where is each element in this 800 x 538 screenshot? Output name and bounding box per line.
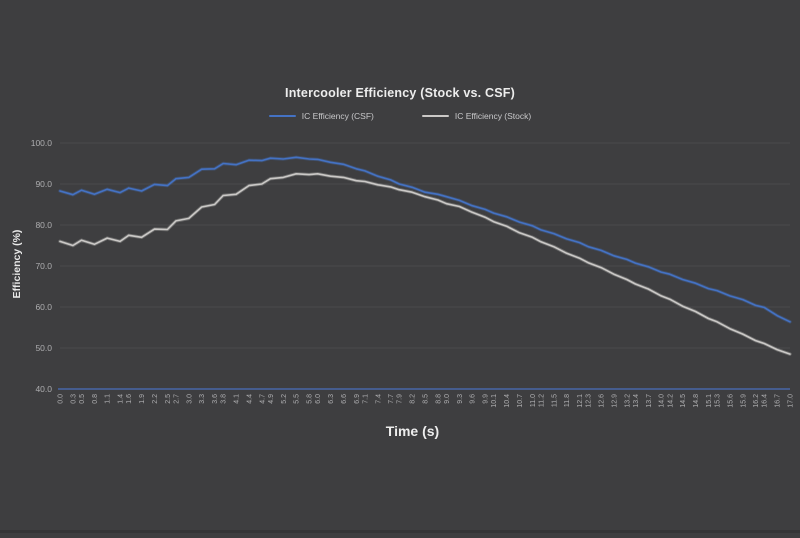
- x-tick-label: 8.2: [410, 394, 417, 404]
- chart-title: Intercooler Efficiency (Stock vs. CSF): [285, 86, 515, 100]
- x-tick-label: 6.0: [315, 394, 322, 404]
- y-tick-label: 80.0: [35, 220, 52, 230]
- x-tick-label: 14.2: [667, 394, 674, 408]
- x-tick-label: 16.2: [753, 394, 760, 408]
- x-tick-label: 1.1: [105, 394, 112, 404]
- y-tick-label: 50.0: [35, 343, 52, 353]
- x-tick-labels: 0.0 0.3 0.5 0.8 1.1 1.4 1.6 1.9 2.2 2.5 2.7 3.0 3.3 3…: [58, 394, 795, 408]
- x-tick-label: 11.8: [564, 394, 571, 407]
- x-tick-label: 5.2: [281, 394, 288, 404]
- y-tick-label: 70.0: [35, 261, 52, 271]
- image-bottom-edge: [0, 530, 800, 533]
- x-tick-label: 15.3: [715, 394, 722, 408]
- x-tick-label: 3.0: [186, 394, 193, 404]
- y-tick-label: 90.0: [35, 179, 52, 189]
- x-tick-label: 12.6: [599, 394, 606, 408]
- y-tick-label: 100.0: [31, 138, 53, 148]
- x-tick-label: 4.9: [268, 394, 275, 404]
- x-tick-label: 11.0: [530, 394, 537, 407]
- x-tick-label: 9.3: [457, 394, 464, 404]
- x-tick-label: 5.5: [294, 394, 301, 404]
- x-axis-title: Time (s): [385, 423, 440, 439]
- legend-item-stock: IC Efficiency (Stock): [421, 111, 532, 121]
- x-tick-label: 15.9: [740, 394, 747, 408]
- x-tick-label: 11.2: [538, 394, 545, 407]
- gridlines: [60, 142, 790, 349]
- x-tick-label: 3.6: [212, 394, 219, 404]
- x-tick-label: 6.9: [354, 394, 361, 404]
- x-tick-label: 12.3: [586, 394, 593, 408]
- x-tick-label: 12.9: [611, 394, 618, 408]
- legend: IC Efficiency (CSF) IC Efficiency (Stock…: [0, 111, 800, 121]
- x-tick-label: 13.4: [633, 394, 640, 408]
- x-tick-label: 4.7: [259, 394, 266, 404]
- x-tick-label: 15.6: [727, 394, 734, 408]
- x-tick-label: 7.4: [375, 394, 382, 404]
- x-tick-label: 8.5: [423, 394, 430, 404]
- x-tick-label: 14.5: [680, 394, 687, 408]
- y-axis-title: Efficiency (%): [11, 229, 23, 299]
- x-tick-label: 16.4: [762, 394, 769, 408]
- x-tick-label: 9.0: [444, 394, 451, 404]
- x-tick-label: 1.6: [126, 394, 133, 404]
- x-tick-label: 10.4: [504, 394, 511, 408]
- x-tick-label: 6.6: [341, 394, 348, 404]
- x-tick-label: 17.0: [788, 394, 795, 408]
- x-tick-label: 0.8: [92, 394, 99, 404]
- x-tick-label: 7.7: [388, 394, 395, 404]
- x-tick-label: 9.6: [470, 394, 477, 404]
- x-tick-label: 12.1: [577, 394, 584, 408]
- legend-label-csf: IC Efficiency (CSF): [301, 111, 374, 121]
- legend-swatch-stock: [421, 115, 449, 117]
- x-tick-label: 13.2: [624, 394, 631, 408]
- series-line-0: [59, 156, 791, 323]
- x-tick-label: 4.4: [246, 394, 253, 404]
- series-halo-0: [58, 155, 792, 324]
- legend-item-csf: IC Efficiency (CSF): [268, 111, 374, 121]
- series-halo-1: [58, 172, 792, 356]
- x-tick-label: 0.3: [70, 394, 77, 404]
- x-tick-label: 16.7: [775, 394, 782, 408]
- x-tick-label: 3.3: [199, 394, 206, 404]
- x-tick-label: 13.7: [646, 394, 653, 408]
- x-tick-label: 15.1: [706, 394, 713, 408]
- x-tick-label: 2.2: [152, 394, 159, 404]
- legend-swatch-csf: [268, 115, 296, 117]
- x-tick-label: 3.8: [221, 394, 228, 404]
- x-tick-label: 1.9: [139, 394, 146, 404]
- x-tick-label: 14.8: [693, 394, 700, 408]
- x-tick-label: 9.9: [483, 394, 490, 404]
- x-tick-label: 2.7: [173, 394, 180, 404]
- x-tick-label: 11.5: [551, 394, 558, 407]
- x-tick-label: 8.8: [435, 394, 442, 404]
- x-tick-label: 5.8: [307, 394, 314, 404]
- x-tick-label: 0.0: [58, 394, 65, 404]
- y-tick-label: 40.0: [35, 384, 52, 394]
- x-tick-label: 7.1: [362, 394, 369, 404]
- x-tick-label: 6.3: [328, 394, 335, 404]
- x-tick-label: 2.5: [165, 394, 172, 404]
- x-tick-label: 10.1: [491, 394, 498, 408]
- x-tick-label: 0.5: [79, 394, 86, 404]
- series-line-1: [59, 173, 791, 355]
- y-tick-labels: 100.0 90.0 80.0 70.0 60.0 50.0 40.0: [31, 138, 53, 394]
- x-tick-label: 4.1: [234, 394, 241, 404]
- y-tick-label: 60.0: [35, 302, 52, 312]
- x-tick-label: 14.0: [659, 394, 666, 408]
- x-tick-label: 10.7: [517, 394, 524, 408]
- x-tick-label: 7.9: [397, 394, 404, 404]
- legend-label-stock: IC Efficiency (Stock): [454, 111, 532, 121]
- x-tick-label: 1.4: [118, 394, 125, 404]
